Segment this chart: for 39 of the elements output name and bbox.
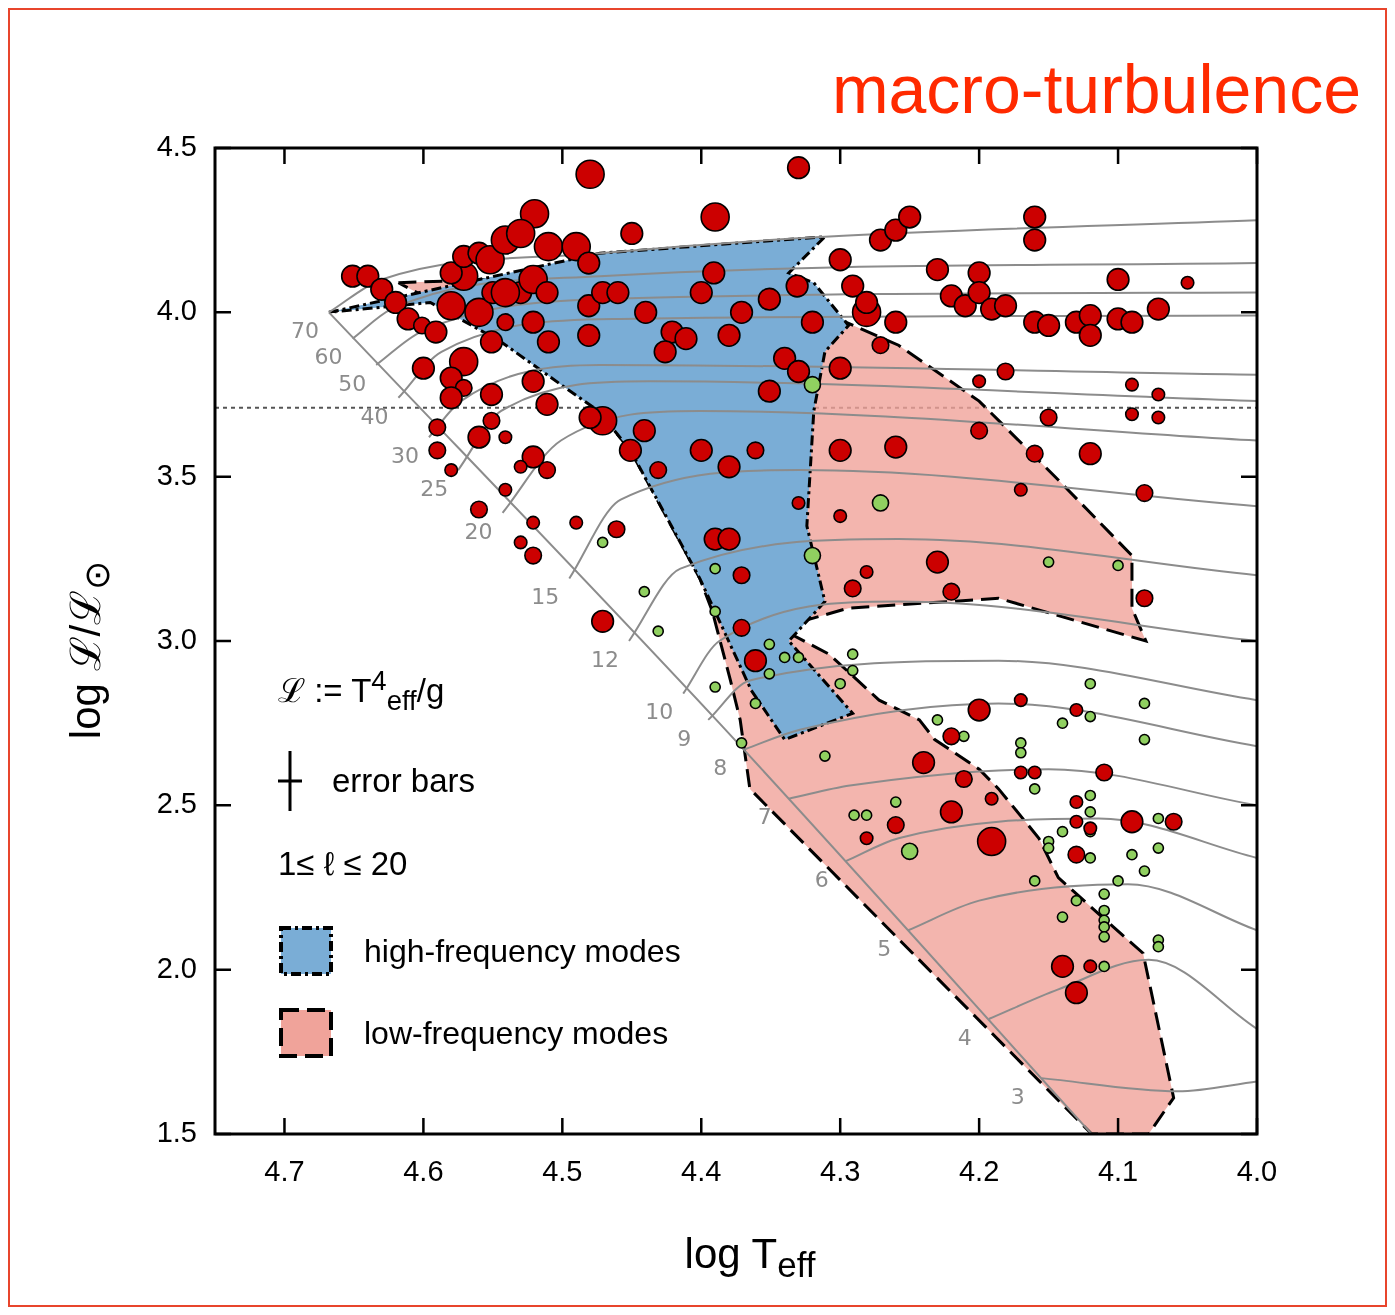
annotation: ℒ := T$^{4}$$_{eff}$/g [278,665,445,717]
series-label: 3 [1010,1083,1025,1109]
annotation: error bars [331,761,476,800]
series-label: 5 [877,935,892,961]
series-label: 70 [290,318,319,344]
y-tick-label: 3.0 [156,623,197,655]
x-tick-label: 4.2 [958,1155,1000,1188]
x-tick-label: 4.3 [820,1155,861,1188]
series-label: 50 [338,370,367,396]
x-tick-label: 4.5 [542,1155,583,1188]
x-tick-label: 4.1 [1097,1155,1139,1188]
y-tick-label: 3.5 [156,458,197,491]
series-label: 8 [713,755,728,781]
series-label: 20 [464,518,493,544]
series-label: 40 [360,403,389,429]
series-label: 4 [957,1024,972,1050]
x-tick-label: 4.4 [681,1155,722,1188]
x-tick-label: 4.6 [403,1155,444,1188]
series-label: 10 [645,699,674,725]
series-label: 60 [314,344,343,370]
y-tick-label: 2.0 [156,951,197,984]
series-label: 7 [757,804,772,830]
y-tick-label: 4.5 [156,130,197,162]
series-label: 25 [420,475,449,501]
series-label: 12 [591,646,620,672]
series-label: 15 [531,584,560,610]
x-tick-label: 4.7 [264,1155,305,1188]
x-axis-title: log T$_{eff}$ [683,1230,817,1286]
y-tick-label: 1.5 [156,1116,197,1148]
series-label: 9 [677,725,692,751]
legend-label: low-frequency modes [364,1014,669,1052]
annotation: 1≤ ℓ ≤ 20 [278,844,408,883]
chart-title: macro-turbulence [831,50,1361,128]
series-label: 6 [814,866,829,892]
x-tick-label: 4.0 [1236,1155,1278,1188]
legend-label: high-frequency modes [364,932,681,970]
y-tick-label: 2.5 [156,787,197,820]
y-tick-label: 4.0 [156,294,197,327]
series-label: 30 [390,442,419,468]
